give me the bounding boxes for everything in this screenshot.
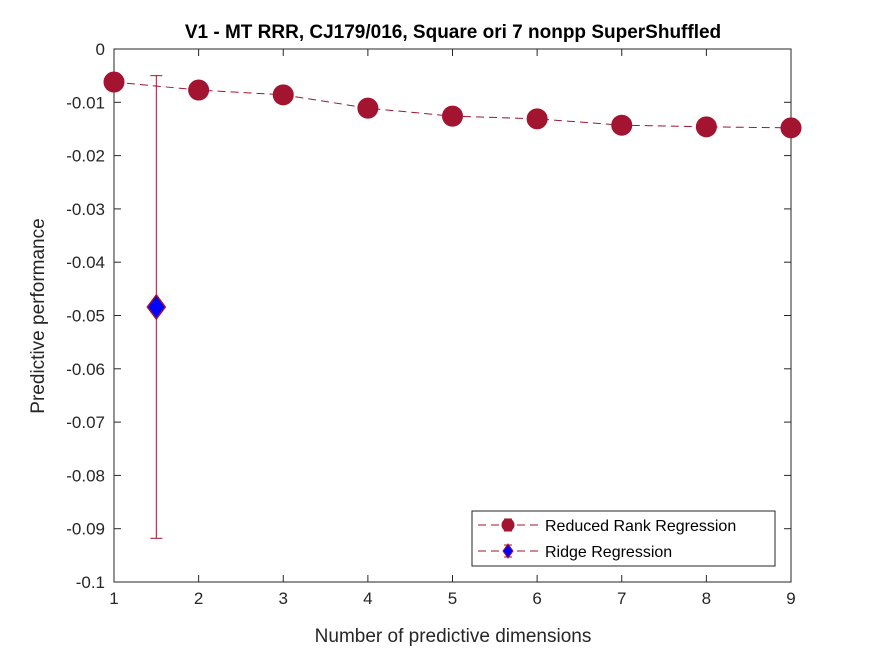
rrr-data-point bbox=[188, 79, 210, 101]
legend-entry-reduced-rank-regression: Reduced Rank Regression bbox=[478, 518, 736, 535]
x-axis-title: Number of predictive dimensions bbox=[315, 626, 592, 647]
legend-box bbox=[471, 510, 776, 567]
rrr-data-point bbox=[442, 105, 463, 127]
rrr-data-point bbox=[272, 84, 294, 106]
x-tick-label: 3 bbox=[279, 589, 288, 608]
x-tick-label: 2 bbox=[194, 589, 203, 608]
rrr-data-point bbox=[780, 117, 802, 139]
rrr-data-point bbox=[611, 114, 633, 136]
x-tick-label: 9 bbox=[786, 589, 795, 608]
x-tick-label: 5 bbox=[448, 589, 457, 608]
legend-diamond-marker bbox=[502, 543, 514, 559]
y-tick-label: -0.02 bbox=[66, 147, 105, 166]
rrr-data-point bbox=[695, 116, 717, 138]
x-tick-label: 4 bbox=[363, 589, 372, 608]
y-tick-label: -0.1 bbox=[76, 573, 105, 592]
legend-entry-ridge-regression: Ridge Regression bbox=[478, 543, 672, 561]
rrr-data-point bbox=[526, 108, 548, 130]
x-tick-label: 7 bbox=[617, 589, 626, 608]
data-series bbox=[103, 71, 802, 539]
plot-area bbox=[113, 48, 792, 583]
rrr-data-point bbox=[357, 97, 379, 119]
legend-circle-marker bbox=[501, 518, 515, 532]
y-tick-label: 0 bbox=[96, 40, 105, 59]
y-tick-label: -0.03 bbox=[66, 200, 105, 219]
legend: Reduced Rank Regression Ridge Regression bbox=[471, 510, 776, 567]
y-tick-label: -0.08 bbox=[66, 466, 105, 485]
y-tick-label: -0.09 bbox=[66, 520, 105, 539]
ridge-data-point bbox=[146, 293, 167, 321]
rrr-data-point bbox=[103, 71, 125, 93]
y-axis: 0 -0.01 -0.02 -0.03 -0.04 -0.05 -0.06 -0.07 -0.0… bbox=[66, 40, 791, 592]
legend-label: Reduced Rank Regression bbox=[545, 518, 736, 535]
y-tick-label: -0.05 bbox=[66, 307, 105, 326]
y-tick-label: -0.01 bbox=[66, 93, 105, 112]
legend-label: Ridge Regression bbox=[545, 544, 672, 561]
x-axis: 1 2 3 4 5 6 7 8 9 bbox=[109, 49, 796, 608]
x-tick-label: 8 bbox=[702, 589, 711, 608]
x-tick-label: 6 bbox=[532, 589, 541, 608]
y-tick-label: -0.07 bbox=[66, 413, 105, 432]
chart-title: V1 - MT RRR, CJ179/016, Square ori 7 non… bbox=[185, 22, 721, 43]
x-tick-label: 1 bbox=[109, 589, 118, 608]
y-axis-title: Predictive performance bbox=[28, 218, 49, 413]
y-tick-label: -0.04 bbox=[66, 253, 105, 272]
y-tick-label: -0.06 bbox=[66, 360, 105, 379]
